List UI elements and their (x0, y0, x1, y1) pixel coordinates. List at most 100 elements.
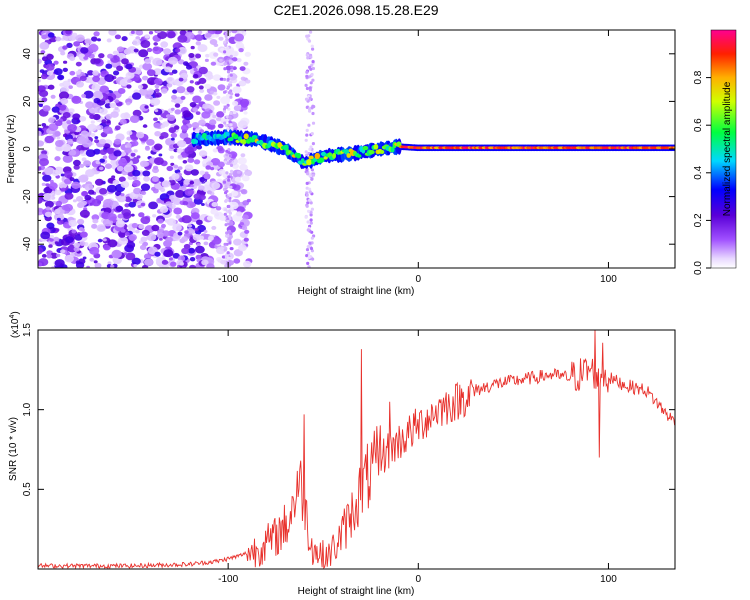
noise-speck (85, 149, 96, 158)
noise-speck (204, 58, 209, 63)
noise-speck (199, 150, 208, 157)
streak-speck (311, 60, 315, 64)
noise-speck (154, 78, 163, 85)
noise-speck (210, 61, 217, 66)
noise-speck (130, 30, 135, 34)
noise-speck (99, 138, 106, 145)
noise-speck (227, 260, 235, 266)
noise-speck (83, 160, 92, 167)
streak-speck (311, 66, 315, 71)
noise-speck (66, 120, 72, 125)
noise-speck (153, 122, 161, 129)
signal-core (300, 158, 305, 163)
noise-speck (106, 119, 111, 124)
noise-speck (110, 159, 117, 165)
noise-speck (201, 111, 211, 119)
noise-speck (209, 39, 218, 45)
noise-speck (101, 119, 107, 124)
noise-speck (212, 148, 218, 153)
noise-speck (81, 191, 88, 197)
noise-speck (144, 34, 150, 39)
streak-speck (226, 46, 230, 50)
noise-speck (142, 124, 148, 128)
spectrogram-y-axis-label: Frequency (Hz) (6, 115, 17, 184)
noise-speck (84, 194, 92, 201)
noise-speck (83, 56, 89, 60)
noise-speck (94, 178, 104, 186)
colorbar (710, 29, 737, 269)
snr-frame (37, 329, 676, 570)
noise-speck (99, 108, 108, 115)
noise-speck (151, 224, 160, 232)
signal-core (229, 136, 234, 141)
noise-speck (99, 149, 108, 156)
noise-speck (192, 95, 202, 104)
noise-speck (156, 232, 164, 239)
noise-speck (238, 244, 247, 252)
noise-speck (50, 252, 58, 259)
noise-speck (163, 48, 172, 55)
streak-speck (224, 191, 228, 195)
noise-speck (167, 114, 176, 122)
noise-speck (122, 212, 132, 220)
streak-speck (229, 73, 233, 77)
noise-speck (176, 140, 187, 148)
noise-speck (113, 150, 122, 157)
x-tick-label: -100 (218, 574, 238, 585)
noise-speck (211, 182, 221, 190)
noise-speck (62, 45, 68, 50)
noise-speck (60, 173, 65, 177)
streak-speck (307, 209, 311, 213)
noise-speck (181, 236, 189, 242)
noise-speck (217, 161, 225, 168)
noise-speck (220, 47, 225, 52)
y-tick-label: 0.5 (22, 482, 33, 496)
noise-speck (193, 159, 201, 165)
noise-speck (54, 208, 61, 215)
noise-speck (136, 131, 145, 139)
noise-speck (238, 80, 247, 87)
noise-speck (38, 262, 43, 267)
noise-speck (180, 72, 189, 80)
streak-speck (307, 123, 311, 127)
noise-speck (106, 147, 115, 154)
noise-speck (209, 90, 214, 94)
streak-speck (309, 218, 313, 222)
y-tick-label: -40 (22, 237, 33, 252)
noise-speck (137, 204, 142, 209)
streak-speck (310, 177, 314, 181)
streak-speck (224, 43, 228, 48)
streak-speck (229, 80, 233, 85)
noise-speck (180, 124, 189, 132)
noise-speck (179, 30, 187, 36)
noise-speck (215, 206, 222, 211)
signal-core (332, 152, 337, 159)
noise-speck (45, 63, 55, 71)
streak-speck (222, 180, 227, 184)
streak-speck (225, 149, 229, 153)
noise-speck (79, 163, 85, 168)
streak-speck (226, 195, 230, 199)
noise-speck (202, 163, 207, 168)
noise-speck (184, 188, 194, 196)
noise-speck (152, 214, 157, 218)
noise-speck (71, 32, 78, 37)
noise-speck (140, 183, 151, 191)
noise-speck (220, 259, 227, 265)
noise-speck (196, 243, 201, 247)
noise-speck (162, 121, 170, 127)
noise-speck (135, 30, 144, 36)
noise-speck (153, 143, 163, 151)
noise-speck (170, 107, 175, 111)
noise-speck (117, 88, 126, 94)
noise-speck (132, 169, 141, 177)
streak-speck (306, 201, 310, 205)
noise-speck (56, 136, 61, 140)
noise-speck (99, 188, 108, 195)
noise-speck (118, 176, 126, 183)
noise-speck (126, 130, 133, 136)
noise-speck (151, 186, 156, 191)
streak-speck (311, 47, 315, 51)
noise-speck (189, 80, 194, 84)
noise-speck (60, 97, 69, 105)
